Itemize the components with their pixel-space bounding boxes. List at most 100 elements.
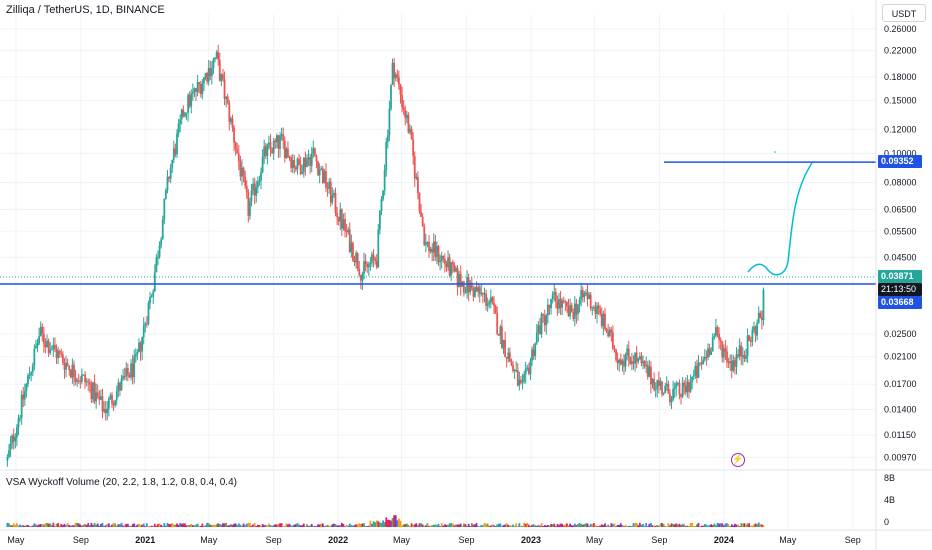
currency-button[interactable]: USDT [882,4,926,22]
volume-bar [185,525,188,527]
projection-curve[interactable] [747,162,813,276]
candle [25,382,28,398]
candle [60,348,63,358]
candle [689,374,692,393]
volume-bar [331,524,334,527]
candle [450,261,453,281]
volume-bar [581,524,584,527]
candle [195,88,197,102]
y-tick-label: 0.12000 [884,125,917,135]
candle [237,144,240,171]
candle [737,349,740,359]
candle [169,163,172,184]
volume-bar [477,526,480,527]
volume-bar [638,522,641,527]
candle [317,160,319,176]
volume-bar [145,523,148,527]
candle [82,374,85,376]
volume-bar [323,526,326,527]
volume-bar [757,522,760,527]
volume-bar [556,524,559,527]
candle [23,383,26,406]
volume-bar [342,523,345,527]
volume-bar [694,525,697,527]
candle [374,256,377,265]
volume-bar [407,525,410,527]
volume-bar [504,524,507,527]
candle [271,147,273,155]
volume-bar [65,525,67,527]
candle [604,307,606,331]
volume-bar [359,524,362,527]
volume-bar [575,525,578,527]
volume-bar [268,523,270,527]
volume-bar [182,523,185,527]
candle [413,151,416,187]
candle [550,298,552,315]
volume-bar [58,525,61,527]
candle [448,253,451,278]
candle [225,96,228,108]
volume-bar [716,523,719,527]
candle [269,133,272,157]
volume-bar [210,525,213,527]
candle [650,361,652,394]
candle [434,234,437,261]
volume-bar [543,524,546,527]
candle [432,233,435,262]
volume-bar [689,523,692,527]
indicator-label[interactable]: VSA Wyckoff Volume (20, 2.2, 1.8, 1.2, 0… [6,477,237,488]
candle [527,362,530,376]
candle [158,241,161,259]
candle [719,337,722,351]
candle [119,381,121,396]
volume-bar [103,525,105,527]
candle [735,347,738,375]
volume-bar [244,525,247,527]
candle [619,353,622,366]
volume-bar [361,523,364,527]
candle [163,198,166,225]
volume-bar [125,523,128,527]
volume-bar [478,526,481,527]
volume-tick-label: 8B [884,473,895,483]
volume-bar [580,523,583,527]
candle [27,373,29,388]
volume-bar [139,524,142,527]
volume-bar [453,525,456,527]
volume-bar [96,523,99,527]
candle [112,400,115,412]
volume-bar [334,524,337,527]
candle [654,382,657,398]
lightning-icon[interactable]: ⚡ [731,453,745,467]
candle [421,213,424,227]
volume-bar [88,525,91,527]
candle [515,361,518,373]
volume-bar [231,524,234,527]
volume-bar [160,524,163,527]
candle [743,350,746,362]
candle [328,178,331,194]
candle [242,166,245,183]
volume-bar [518,523,521,527]
volume-bar [613,523,616,527]
candle [594,301,597,319]
y-tick-label: 0.04500 [884,252,917,262]
volume-bar [540,523,543,527]
candle [467,273,470,302]
candle [222,68,224,82]
volume-bar [215,524,218,527]
candle [57,346,60,365]
candle [615,348,617,362]
candle [716,325,719,338]
candle [8,444,10,459]
candle [77,373,80,384]
candle [667,380,670,394]
candle [599,305,602,317]
volume-bar [445,524,448,527]
volume-bar [250,525,253,527]
candle [592,304,595,312]
candle [478,284,481,303]
